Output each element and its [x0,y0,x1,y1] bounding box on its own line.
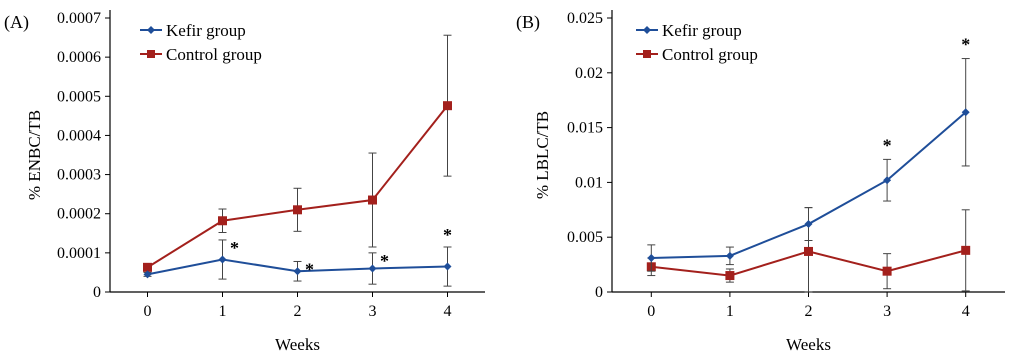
data-point-kefir [961,108,970,117]
legend-label: Control group [662,45,758,64]
y-tick-label: 0 [93,284,101,301]
series-line-control [146,105,449,269]
x-tick-label: 0 [144,303,152,320]
x-tick-label: 4 [962,303,970,320]
data-point-control [443,101,452,111]
data-point-kefir [368,264,377,273]
legend-label: Kefir group [662,21,742,40]
y-tick-label: 0.0006 [57,49,101,66]
x-axis-label: Weeks [786,335,831,354]
y-tick-label: 0.0005 [57,88,101,105]
y-tick-label: 0.0004 [57,127,101,144]
x-tick-label: 0 [647,303,655,320]
y-axis-label: % ENBC/TB [25,110,44,200]
data-point-control [143,262,152,272]
y-tick-label: 0.005 [567,229,603,246]
data-point-kefir [143,270,152,279]
x-tick-label: 3 [883,303,891,320]
data-point-kefir [804,220,813,229]
x-tick-label: 1 [219,303,227,320]
data-point-kefir [725,251,734,260]
legend-label: Kefir group [166,21,246,40]
data-point-kefir [293,267,302,276]
x-tick-label: 1 [726,303,734,320]
x-axis-label: Weeks [275,335,320,354]
significance-star: * [230,238,239,258]
legend-marker-kefir [147,26,155,34]
data-point-control [961,245,971,255]
data-point-kefir [218,255,227,264]
y-tick-label: 0.0007 [57,10,101,27]
y-tick-label: 0 [595,284,603,301]
legend-marker-kefir [643,26,651,34]
legend-label: Control group [166,45,262,64]
panel-letter: (B) [516,12,540,33]
data-point-control [218,216,227,226]
data-point-control [368,195,377,205]
y-tick-label: 0.02 [575,65,603,82]
y-tick-label: 0.015 [567,120,603,137]
y-tick-label: 0.0003 [57,167,101,184]
y-tick-label: 0.025 [567,10,603,27]
significance-star: * [883,135,892,155]
legend-marker-control [147,50,155,58]
data-point-kefir [883,176,892,185]
data-point-control [882,266,892,276]
panel-letter: (A) [4,12,29,33]
data-point-kefir [443,262,452,271]
x-tick-label: 4 [444,303,452,320]
y-tick-label: 0.01 [575,174,603,191]
y-tick-label: 0.0002 [57,206,101,223]
x-tick-label: 2 [294,303,302,320]
significance-star: * [443,225,452,245]
y-tick-label: 0.0001 [57,245,101,262]
x-tick-label: 3 [369,303,377,320]
significance-star: * [380,251,389,271]
data-point-kefir [647,254,656,263]
data-point-control [804,246,813,256]
x-tick-label: 2 [805,303,813,320]
significance-star: * [305,259,314,279]
data-point-control [293,205,302,215]
y-axis-label: % LBLC/TB [533,111,552,199]
significance-star: * [961,35,970,55]
data-point-control [725,271,735,281]
legend-marker-control [643,50,651,58]
